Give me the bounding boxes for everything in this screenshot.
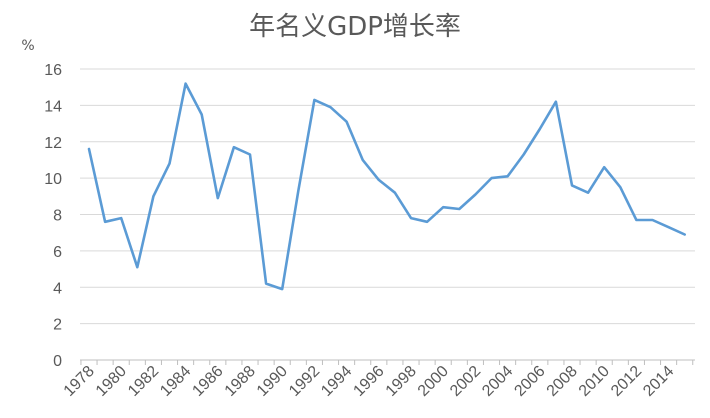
x-tick-label: 1992 [286, 363, 323, 400]
axes [80, 359, 695, 365]
x-tick-label: 2006 [511, 363, 548, 400]
y-tick-label: 4 [53, 280, 62, 297]
x-axis-tick-labels: 1978198019821984198619881990199219941996… [61, 363, 678, 400]
x-tick-label: 1994 [318, 363, 355, 400]
x-tick-label: 1980 [93, 363, 130, 400]
y-tick-label: 6 [53, 244, 62, 261]
y-tick-label: 12 [44, 135, 62, 152]
y-axis-unit-label: % [21, 38, 34, 54]
x-tick-label: 1982 [125, 363, 162, 400]
y-tick-label: 0 [53, 353, 62, 370]
x-tick-label: 2010 [576, 363, 613, 400]
y-axis-tick-labels: 0 2 4 6 8 10 12 14 16 [44, 62, 62, 370]
x-tick-label: 2012 [608, 363, 645, 400]
x-tick-label: 1988 [222, 363, 259, 400]
x-tick-label: 2014 [640, 363, 677, 400]
x-tick-label: 2000 [415, 363, 452, 400]
series-layer [87, 82, 687, 291]
y-tick-label: 16 [44, 62, 62, 79]
x-tick-label: 1996 [350, 363, 387, 400]
x-tick-label: 1990 [254, 363, 291, 400]
y-tick-label: 10 [44, 171, 62, 188]
x-tick-label: 2002 [447, 363, 484, 400]
chart-title: 年名义GDP增长率 [249, 12, 461, 42]
y-tick-label: 2 [53, 317, 62, 334]
x-tick-label: 1986 [189, 363, 226, 400]
x-tick-label: 2008 [544, 363, 581, 400]
x-tick-label: 1978 [61, 363, 98, 400]
y-tick-label: 8 [53, 208, 62, 225]
y-tick-label: 14 [44, 98, 62, 115]
x-tick-label: 1984 [157, 363, 194, 400]
gridlines [80, 68, 695, 325]
x-tick-label: 1998 [383, 363, 420, 400]
x-tick-label: 2004 [479, 363, 516, 400]
series-line-0 [87, 82, 687, 291]
